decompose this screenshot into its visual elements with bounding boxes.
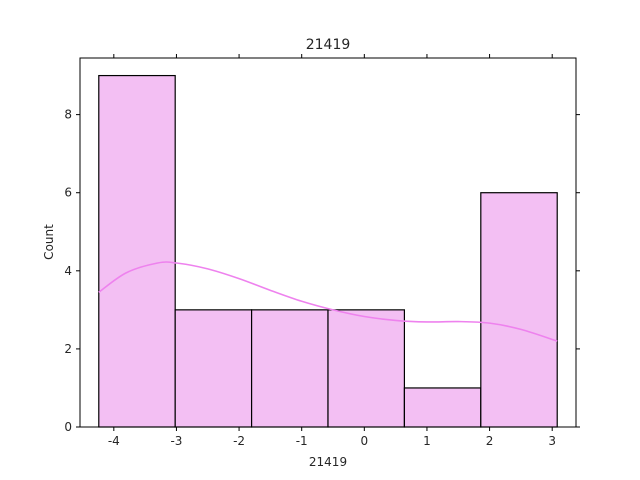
x-tick-label: -2 (233, 434, 245, 448)
y-tick-label: 2 (64, 342, 72, 356)
x-tick-label: -4 (108, 434, 120, 448)
histogram-bar (174, 309, 253, 428)
y-tick-label: 6 (64, 186, 72, 200)
kde-curve (98, 261, 558, 342)
histogram-bar (250, 309, 329, 428)
x-axis-label: 21419 (309, 455, 347, 469)
axes-layer: -4 -3 -2 -1 0 1 2 3 0 2 4 6 8 (64, 54, 580, 448)
bars-layer (98, 74, 558, 428)
y-axis-label: Count (42, 224, 56, 260)
y-tick-label: 8 (64, 108, 72, 122)
histogram-bar (480, 192, 558, 428)
x-tick-label: 0 (361, 434, 369, 448)
x-tick-label: -3 (170, 434, 182, 448)
x-tick-label: 3 (548, 434, 556, 448)
kde-layer (98, 261, 558, 342)
histogram-bar (403, 387, 482, 428)
x-tick-label: -1 (296, 434, 308, 448)
y-tick-label: 0 (64, 420, 72, 434)
histogram-bar (327, 309, 406, 428)
histogram-bar (98, 74, 176, 428)
x-tick-label: 2 (486, 434, 494, 448)
x-tick-label: 1 (423, 434, 431, 448)
chart-title: 21419 (306, 37, 351, 53)
plot-frame (79, 57, 577, 428)
y-tick-label: 4 (64, 264, 72, 278)
